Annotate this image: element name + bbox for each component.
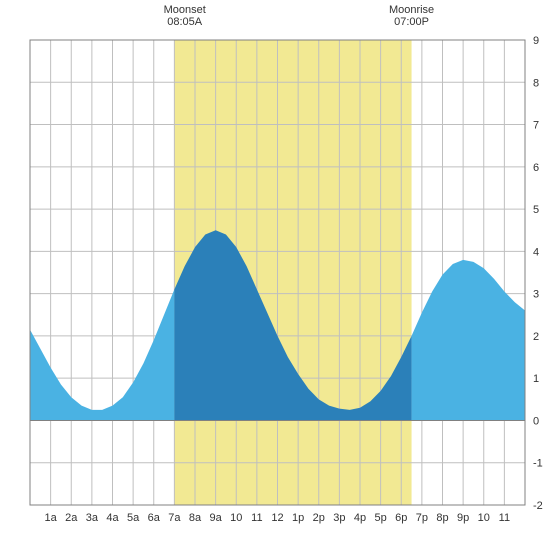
y-tick-label: 7: [533, 120, 539, 132]
y-tick-label: 0: [533, 415, 539, 427]
x-tick-label: 3a: [86, 512, 99, 524]
moon-event-time: 08:05A: [145, 16, 225, 28]
x-tick-label: 6a: [148, 512, 161, 524]
x-tick-label: 12: [271, 512, 283, 524]
y-tick-label: 5: [533, 204, 539, 216]
x-tick-label: 10: [230, 512, 242, 524]
y-tick-label: 3: [533, 289, 539, 301]
y-tick-label: 2: [533, 331, 539, 343]
x-tick-label: 2p: [313, 512, 325, 524]
x-tick-label: 1p: [292, 512, 304, 524]
x-tick-label: 9p: [457, 512, 469, 524]
x-tick-label: 1a: [45, 512, 58, 524]
x-tick-label: 6p: [395, 512, 407, 524]
x-tick-label: 11: [251, 512, 262, 524]
y-tick-label: -2: [533, 500, 543, 512]
moon-event-title: Moonset: [145, 4, 225, 16]
x-tick-label: 4p: [354, 512, 366, 524]
moon-event-time: 07:00P: [372, 16, 452, 28]
x-tick-label: 5a: [127, 512, 140, 524]
moon-event-title: Moonrise: [372, 4, 452, 16]
y-tick-label: 4: [533, 246, 539, 258]
x-tick-label: 2a: [65, 512, 78, 524]
y-tick-label: 6: [533, 162, 539, 174]
x-tick-label: 5p: [375, 512, 387, 524]
moon-event: Moonrise07:00P: [372, 4, 452, 28]
y-tick-label: 8: [533, 77, 539, 89]
chart-headers: Moonset08:05A Moonrise07:00P: [0, 0, 550, 40]
x-tick-label: 10: [478, 512, 490, 524]
chart-svg: 1a2a3a4a5a6a7a8a9a1011121p2p3p4p5p6p7p8p…: [0, 0, 550, 550]
tide-chart: 1a2a3a4a5a6a7a8a9a1011121p2p3p4p5p6p7p8p…: [0, 0, 550, 550]
moon-event: Moonset08:05A: [145, 4, 225, 28]
x-tick-label: 7p: [416, 512, 428, 524]
x-tick-label: 8a: [189, 512, 202, 524]
y-tick-label: -1: [533, 458, 543, 470]
x-tick-label: 11: [499, 512, 510, 524]
x-tick-label: 9a: [210, 512, 223, 524]
x-tick-label: 7a: [168, 512, 181, 524]
x-tick-label: 8p: [436, 512, 448, 524]
y-tick-label: 1: [533, 373, 539, 385]
x-tick-label: 3p: [333, 512, 345, 524]
x-tick-label: 4a: [106, 512, 119, 524]
